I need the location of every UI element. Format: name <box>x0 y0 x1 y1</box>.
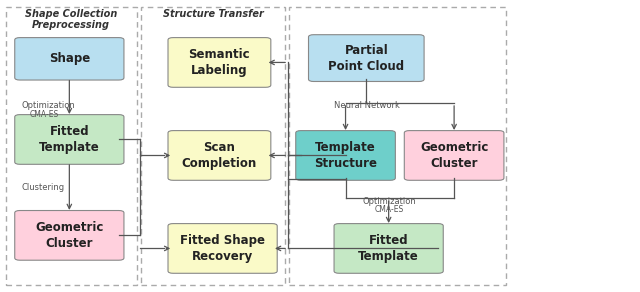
Bar <box>289 6 506 286</box>
Text: Fitted
Template: Fitted Template <box>39 125 100 154</box>
Text: Shape: Shape <box>49 52 90 65</box>
Bar <box>141 6 285 286</box>
FancyBboxPatch shape <box>404 131 504 180</box>
FancyBboxPatch shape <box>308 35 424 81</box>
Text: Fitted Shape
Recovery: Fitted Shape Recovery <box>180 234 265 263</box>
FancyBboxPatch shape <box>334 224 444 273</box>
FancyBboxPatch shape <box>168 224 277 273</box>
Text: CMA-ES: CMA-ES <box>30 110 60 119</box>
FancyBboxPatch shape <box>168 38 271 87</box>
Text: Partial
Point Cloud: Partial Point Cloud <box>328 44 404 73</box>
Bar <box>6 6 137 286</box>
Text: Structure Transfer: Structure Transfer <box>163 9 264 19</box>
Text: Optimization: Optimization <box>21 101 75 110</box>
FancyBboxPatch shape <box>15 38 124 80</box>
Text: CMA-ES: CMA-ES <box>374 206 404 214</box>
Text: Fitted
Template: Fitted Template <box>358 234 419 263</box>
FancyBboxPatch shape <box>15 115 124 164</box>
Text: Geometric
Cluster: Geometric Cluster <box>35 221 104 250</box>
FancyBboxPatch shape <box>168 131 271 180</box>
Text: Template
Structure: Template Structure <box>314 141 377 170</box>
Text: Shape Collection
Preprocessing: Shape Collection Preprocessing <box>25 9 117 30</box>
Text: Geometric
Cluster: Geometric Cluster <box>420 141 488 170</box>
Text: Scan
Completion: Scan Completion <box>182 141 257 170</box>
FancyBboxPatch shape <box>15 211 124 260</box>
Text: Optimization: Optimization <box>362 197 416 206</box>
FancyBboxPatch shape <box>296 131 396 180</box>
Text: Semantic
Labeling: Semantic Labeling <box>189 48 250 77</box>
Text: Clustering: Clustering <box>21 183 64 192</box>
Text: Neural Network: Neural Network <box>333 101 399 110</box>
